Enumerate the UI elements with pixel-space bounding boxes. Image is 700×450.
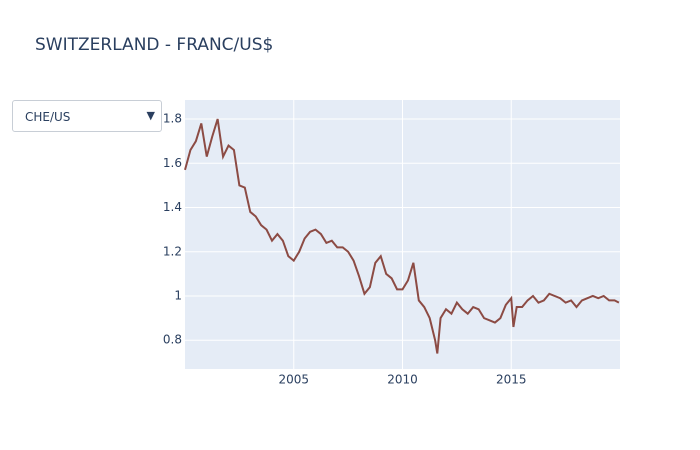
x-tick-label: 2015 [496, 373, 527, 387]
y-tick-label: 1.4 [163, 200, 182, 214]
dropdown[interactable]: CHE/US ▼ [12, 100, 162, 132]
y-tick-label: 0.8 [163, 333, 182, 347]
data-line [184, 118, 620, 354]
chart-title: SWITZERLAND - FRANC/US$ [35, 35, 273, 55]
y-tick-label: 1.8 [163, 112, 182, 126]
y-tick-label: 1 [174, 288, 182, 302]
x-tick-label: 2005 [278, 373, 309, 387]
x-tick-label: 2010 [387, 373, 418, 387]
dropdown-label: CHE/US [25, 110, 71, 124]
y-tick-label: 1.6 [163, 156, 182, 170]
dropdown-arrow: ▼ [146, 109, 155, 122]
y-tick-label: 1.2 [163, 244, 182, 258]
